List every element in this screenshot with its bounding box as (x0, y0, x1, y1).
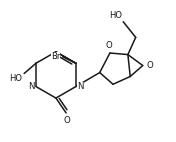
Text: O: O (64, 116, 70, 125)
Text: N: N (77, 82, 84, 91)
Text: HO: HO (10, 74, 23, 83)
Text: HO: HO (109, 11, 122, 20)
Text: N: N (28, 82, 35, 91)
Text: O: O (146, 61, 153, 70)
Text: Br: Br (51, 52, 61, 61)
Text: O: O (106, 41, 112, 50)
